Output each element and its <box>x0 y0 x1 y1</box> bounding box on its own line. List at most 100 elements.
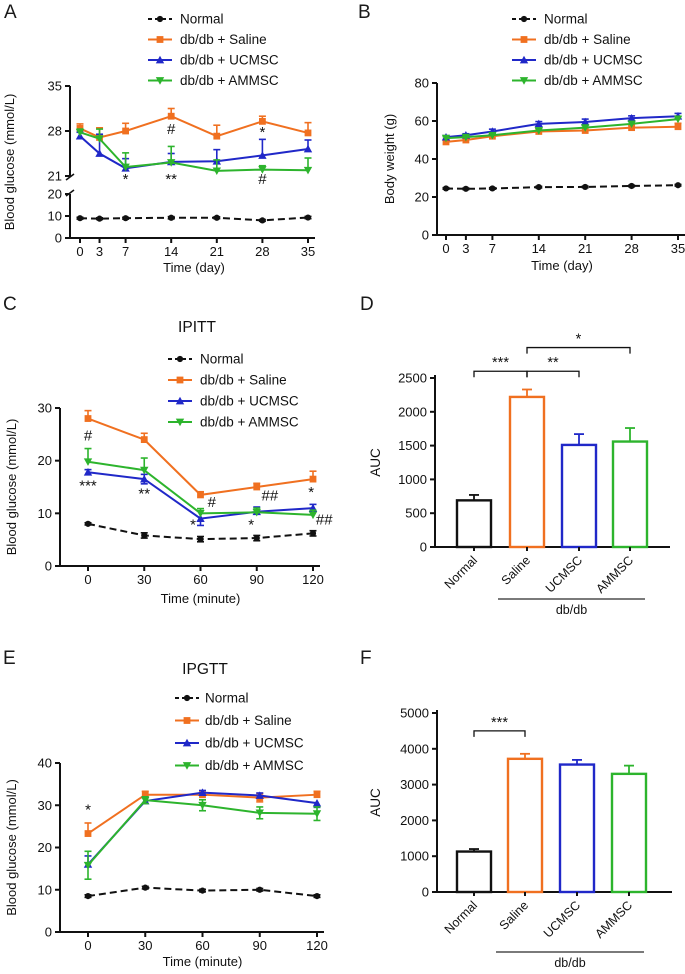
legend: Normal db/db + Saline db/db + UCMSC db/db +… <box>175 691 304 773</box>
svg-text:7: 7 <box>489 241 496 256</box>
svg-text:14: 14 <box>532 241 546 256</box>
svg-text:60: 60 <box>193 572 207 587</box>
series-db-db-saline <box>76 107 312 141</box>
svg-text:3: 3 <box>462 241 469 256</box>
svg-text:20: 20 <box>48 187 62 202</box>
svg-text:0: 0 <box>422 228 429 243</box>
svg-text:2000: 2000 <box>400 813 429 828</box>
legend-label: db/db + UCMSC <box>544 53 643 68</box>
legend-label: db/db + Saline <box>205 713 292 728</box>
y-axis-label: Blood glucose (mmol/L) <box>4 779 19 916</box>
ipgtt-auc-bar-chart: 0 1000 2000 3000 4000 5000 AUC Normal Saline UCMS… <box>368 706 672 970</box>
legend-label: db/db + AMMSC <box>205 758 304 773</box>
sig-annotation: *** <box>492 355 509 371</box>
svg-text:0: 0 <box>442 241 449 256</box>
svg-text:20: 20 <box>38 453 52 468</box>
chart-title: IPGTT <box>182 661 228 678</box>
legend-label: db/db + AMMSC <box>200 415 299 430</box>
ipitt-auc-bar-chart: 0 500 1000 1500 2000 2500 AUC Normal Saline UCMSC… <box>368 332 670 617</box>
group-label: db/db <box>554 956 585 970</box>
svg-text:28: 28 <box>48 124 62 139</box>
svg-text:500: 500 <box>405 506 427 521</box>
legend-label: db/db + AMMSC <box>180 73 279 88</box>
svg-text:30: 30 <box>38 798 52 813</box>
panel-e: E 0 10 20 30 40 0 30 60 90 120 Time (minute) Blood … <box>0 625 342 974</box>
category-label: Normal <box>442 898 480 936</box>
svg-text:10: 10 <box>48 209 62 224</box>
series-normal <box>442 182 682 192</box>
svg-text:10: 10 <box>38 506 52 521</box>
svg-text:40: 40 <box>415 152 429 167</box>
axes <box>432 82 685 240</box>
svg-text:0: 0 <box>422 885 429 900</box>
sig-annotation: * <box>123 171 129 188</box>
axes <box>55 407 320 571</box>
sig-annotation: # <box>84 428 93 445</box>
tick-labels: 0 10 20 30 40 0 30 60 90 120 <box>38 756 328 954</box>
svg-text:90: 90 <box>250 572 264 587</box>
svg-text:1000: 1000 <box>400 849 429 864</box>
sig-annotation: ** <box>165 171 177 188</box>
axes <box>55 762 324 937</box>
y-axis-label: Blood glucose (mmol/L) <box>2 94 17 231</box>
ipgtt-line-chart: 0 10 20 30 40 0 30 60 90 120 Time (minute) Blood gl… <box>4 661 328 969</box>
y-axis-label: AUC <box>368 788 383 817</box>
sig-bracket <box>473 730 526 737</box>
sig-annotation: ## <box>316 511 333 528</box>
svg-text:120: 120 <box>302 572 324 587</box>
group-label: db/db <box>556 603 587 617</box>
legend-label: Normal <box>180 12 224 27</box>
panel-label-d: D <box>360 294 374 315</box>
y-axis-label: Blood glucose (mmol/L) <box>4 419 19 556</box>
bar-ammsc <box>611 440 649 549</box>
svg-text:7: 7 <box>122 244 129 259</box>
panel-c: C 0 10 20 30 0 30 60 90 120 Time (minute) Blood gl… <box>0 285 342 625</box>
svg-text:30: 30 <box>138 938 152 953</box>
tick-labels: 0 1000 2000 3000 4000 5000 <box>400 706 429 900</box>
sig-annotation: * <box>85 802 91 819</box>
legend: Normal db/db + Saline db/db + UCMSC db/db +… <box>148 12 279 88</box>
panel-label-e: E <box>3 648 16 669</box>
sig-annotation: *** <box>79 478 97 495</box>
legend: Normal db/db + Saline db/db + UCMSC db/db +… <box>168 352 299 430</box>
bar-normal <box>455 850 493 894</box>
tick-labels: 0 10 20 30 0 30 60 90 120 <box>38 401 324 588</box>
bars: Normal Saline UCMSC AMMSC <box>442 388 649 596</box>
svg-text:40: 40 <box>38 756 52 771</box>
legend-label: db/db + AMMSC <box>544 73 643 88</box>
x-axis-label: Time (minute) <box>161 591 241 606</box>
category-label: AMMSC <box>593 553 636 596</box>
svg-text:90: 90 <box>253 938 267 953</box>
series-normal <box>76 214 312 224</box>
category-label: AMMSC <box>592 898 635 941</box>
series-db-db-ammsc <box>83 796 322 880</box>
legend: Normal db/db + Saline db/db + UCMSC db/db +… <box>512 12 643 88</box>
svg-text:1500: 1500 <box>398 438 427 453</box>
bar-normal <box>455 499 493 549</box>
svg-text:0: 0 <box>84 572 91 587</box>
series-db-db-ammsc <box>441 115 683 143</box>
legend-label: db/db + Saline <box>180 32 267 47</box>
sig-annotation: * <box>248 517 254 534</box>
sig-bracket <box>473 370 528 378</box>
legend-label: Normal <box>544 12 588 27</box>
legend-label: Normal <box>200 352 244 367</box>
svg-text:28: 28 <box>624 241 638 256</box>
svg-text:30: 30 <box>38 401 52 416</box>
svg-text:35: 35 <box>48 79 62 94</box>
sig-annotation: # <box>258 171 267 188</box>
svg-text:35: 35 <box>671 241 685 256</box>
bars: Normal Saline UCMSC AMMSC <box>442 752 648 941</box>
ipitt-line-chart: 0 10 20 30 0 30 60 90 120 Time (minute) Blood gluc… <box>4 319 333 606</box>
legend-label: db/db + Saline <box>544 32 631 47</box>
x-axis-label: Time (day) <box>531 258 593 273</box>
svg-text:30: 30 <box>137 572 151 587</box>
x-axis-label: Time (minute) <box>163 954 243 969</box>
svg-text:20: 20 <box>38 840 52 855</box>
svg-text:3000: 3000 <box>400 777 429 792</box>
legend-label: db/db + UCMSC <box>200 394 299 409</box>
